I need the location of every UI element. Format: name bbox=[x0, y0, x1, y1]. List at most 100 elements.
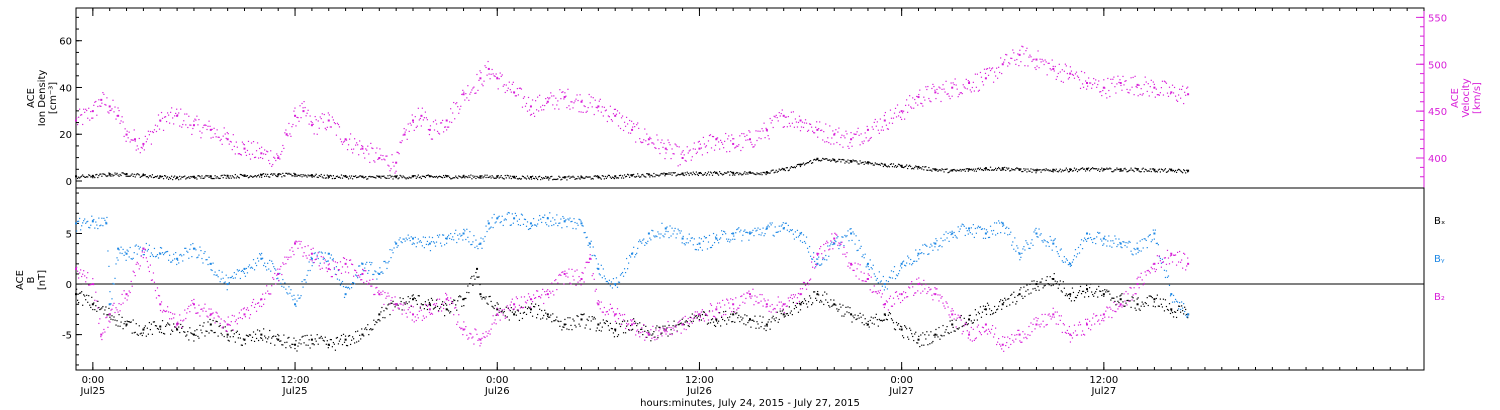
density-dot bbox=[534, 176, 537, 178]
density-dot bbox=[1029, 170, 1031, 172]
velocity-dot bbox=[336, 122, 339, 124]
velocity-dot bbox=[847, 145, 849, 147]
by-dot bbox=[780, 225, 782, 227]
bz-dot bbox=[156, 287, 159, 289]
bz-dot bbox=[144, 248, 146, 250]
velocity-dot bbox=[357, 144, 359, 146]
velocity-dot bbox=[1035, 68, 1037, 71]
by-dot bbox=[131, 258, 133, 260]
bx-dot bbox=[1123, 305, 1125, 307]
density-dot bbox=[547, 177, 549, 179]
bx-dot bbox=[983, 308, 986, 310]
bz-dot bbox=[153, 281, 156, 283]
velocity-dot bbox=[76, 117, 78, 119]
bx-dot bbox=[118, 314, 120, 316]
density-dot bbox=[1103, 169, 1105, 171]
bz-dot bbox=[91, 283, 93, 286]
velocity-dot bbox=[502, 85, 504, 87]
density-dot bbox=[1149, 168, 1151, 170]
velocity-dot bbox=[241, 141, 244, 143]
velocity-dot bbox=[1009, 63, 1011, 65]
by-dot bbox=[587, 244, 589, 246]
velocity-dot bbox=[192, 127, 194, 130]
by-dot bbox=[687, 242, 689, 244]
velocity-dot bbox=[919, 89, 921, 91]
bx-dot bbox=[273, 335, 275, 337]
by-dot bbox=[1125, 241, 1127, 244]
by-dot bbox=[367, 272, 369, 274]
density-dot bbox=[786, 167, 788, 169]
bx-dot bbox=[584, 327, 586, 329]
density-dot bbox=[838, 158, 840, 160]
by-dot bbox=[999, 222, 1001, 224]
velocity-dot bbox=[807, 129, 810, 131]
velocity-point-8 bbox=[159, 119, 162, 122]
density-dot bbox=[832, 158, 834, 160]
density-dot bbox=[509, 175, 511, 177]
density-dot bbox=[912, 167, 914, 169]
density-point-47 bbox=[866, 161, 869, 164]
bx-dot bbox=[510, 307, 512, 309]
by-dot bbox=[581, 224, 583, 227]
bz-dot bbox=[195, 312, 197, 314]
bx-dot bbox=[572, 318, 574, 320]
velocity-dot bbox=[819, 121, 821, 123]
by-dot bbox=[753, 235, 755, 237]
density-dot bbox=[961, 168, 963, 171]
bx-dot bbox=[1018, 293, 1020, 296]
velocity-dot bbox=[359, 140, 361, 142]
density-dot bbox=[714, 172, 717, 174]
bx-dot bbox=[480, 296, 482, 298]
velocity-dot bbox=[860, 133, 862, 135]
density-point-19 bbox=[395, 175, 398, 178]
density-dot bbox=[517, 178, 520, 180]
bx-dot bbox=[677, 324, 679, 326]
velocity-dot bbox=[773, 115, 775, 117]
bx-dot bbox=[713, 324, 716, 327]
bx-dot bbox=[605, 320, 607, 322]
velocity-point-4 bbox=[117, 114, 120, 117]
density-dot bbox=[1062, 170, 1064, 172]
density-dot bbox=[732, 174, 734, 176]
by-dot bbox=[1070, 264, 1073, 267]
by-dot bbox=[1180, 308, 1182, 311]
bx-dot bbox=[1037, 285, 1039, 288]
bx-dot bbox=[857, 314, 859, 317]
velocity-dot bbox=[175, 112, 177, 115]
density-point-39 bbox=[732, 171, 735, 174]
bz-dot bbox=[147, 266, 149, 268]
bz-dot bbox=[90, 283, 92, 286]
velocity-dot bbox=[656, 134, 658, 136]
by-dot bbox=[1056, 251, 1058, 253]
velocity-dot bbox=[842, 146, 844, 148]
density-dot bbox=[733, 173, 735, 175]
density-dot bbox=[647, 173, 649, 175]
velocity-dot bbox=[188, 115, 190, 117]
bx-dot bbox=[120, 321, 122, 323]
bx-dot bbox=[1114, 300, 1116, 303]
density-dot bbox=[921, 168, 923, 170]
velocity-dot bbox=[148, 134, 150, 136]
bx-dot bbox=[967, 323, 969, 325]
density-dot bbox=[208, 176, 210, 178]
bx-dot bbox=[271, 337, 273, 339]
density-dot bbox=[150, 176, 153, 178]
by-dot bbox=[708, 234, 711, 237]
bx-dot bbox=[642, 334, 644, 336]
density-point-62 bbox=[1119, 168, 1122, 171]
by-dot bbox=[1143, 238, 1145, 240]
bx-dot bbox=[473, 275, 475, 277]
by-dot bbox=[732, 238, 734, 240]
velocity-dot bbox=[572, 107, 574, 109]
by-dot bbox=[498, 215, 500, 217]
bx-dot bbox=[457, 300, 459, 302]
density-dot bbox=[336, 175, 339, 177]
by-dot bbox=[964, 234, 966, 237]
by-point-70 bbox=[1187, 313, 1190, 316]
density-point-65 bbox=[1170, 169, 1173, 172]
density-dot bbox=[706, 173, 709, 175]
bx-dot bbox=[1185, 308, 1187, 311]
bx-dot bbox=[219, 324, 221, 327]
density-dot bbox=[1152, 168, 1154, 170]
